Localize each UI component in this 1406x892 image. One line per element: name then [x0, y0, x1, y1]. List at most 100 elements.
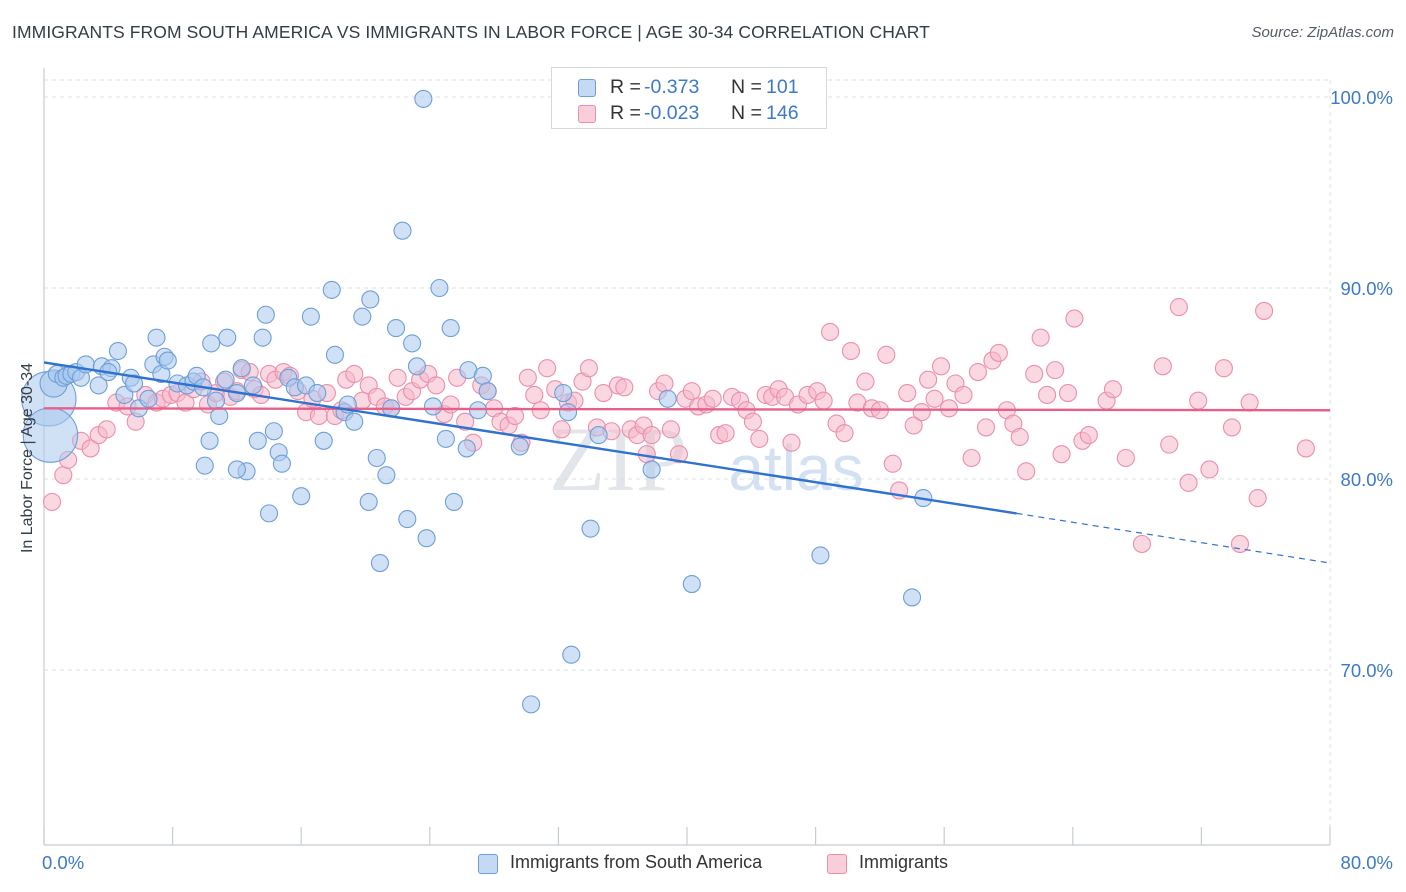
south-america-point: [248, 431, 267, 450]
immigrants-point: [1179, 473, 1198, 492]
watermark: ZIP atlas: [549, 408, 864, 510]
immigrants-point: [1222, 418, 1241, 437]
immigrants-point: [716, 424, 735, 443]
south-america-point: [581, 519, 600, 538]
immigrants-point: [456, 412, 475, 431]
immigrants-point: [1046, 361, 1065, 380]
immigrants-point: [1240, 393, 1259, 412]
immigrants-point: [856, 372, 875, 391]
immigrants-point: [81, 439, 100, 458]
south-america-point: [902, 588, 922, 607]
south-america-point: [218, 328, 237, 347]
south-america-point: [345, 412, 364, 431]
south-america-trend-line: [43, 361, 1017, 515]
immigrants-point: [1038, 385, 1057, 405]
series-legend-label: Immigrants: [859, 852, 949, 872]
immigrants-point: [642, 426, 661, 445]
south-america-point: [314, 431, 333, 450]
immigrants-point: [898, 383, 917, 403]
immigrants-point: [962, 448, 981, 468]
south-america-point: [430, 278, 449, 298]
immigrants-point: [782, 433, 801, 452]
legend-r-value: -0.023: [644, 102, 700, 124]
south-america-point: [139, 389, 158, 408]
immigrants-point: [309, 406, 328, 426]
south-america-point: [423, 397, 443, 416]
immigrants-point: [661, 420, 680, 439]
y-tick-label: 90.0%: [1341, 278, 1393, 299]
immigrants-point: [1010, 427, 1029, 447]
south-america-point: [642, 460, 661, 479]
immigrants-point: [1153, 357, 1172, 376]
immigrants-point: [814, 391, 833, 410]
legend-n-value: 101: [766, 76, 799, 98]
immigrants-point: [904, 416, 923, 435]
y-tick-label: 80.0%: [1341, 469, 1393, 490]
south-america-point: [256, 305, 275, 324]
south-america-point: [216, 370, 235, 389]
immigrants-point: [743, 412, 762, 431]
south-america-point: [202, 334, 221, 353]
south-america-point: [195, 456, 214, 475]
immigrants-point: [750, 429, 769, 448]
source-credit: Source: ZipAtlas.com: [1251, 24, 1394, 41]
south-america-point: [308, 383, 327, 403]
south-america-point: [206, 391, 226, 410]
south-america-point: [325, 345, 345, 364]
immigrants-point: [1255, 301, 1274, 320]
south-america-point: [301, 307, 320, 326]
immigrants-point: [594, 383, 613, 403]
south-america-point: [158, 351, 177, 370]
immigrants-point: [954, 385, 973, 405]
trend-lines: [43, 361, 1331, 564]
south-america-point: [444, 492, 463, 511]
immigrants-point: [1116, 448, 1135, 468]
series-legend: Immigrants from South America Immigrants: [0, 852, 1406, 878]
y-axis-label: In Labor Force | Age 30-34: [19, 362, 36, 554]
immigrants-point: [54, 466, 73, 485]
south-america-point: [361, 290, 380, 309]
south-america-point: [414, 89, 433, 108]
immigrants-point: [1200, 460, 1219, 479]
series-swatch-blue: [478, 854, 498, 874]
south-america-point: [200, 431, 219, 450]
south-america-point: [377, 466, 396, 485]
immigrants-point: [968, 362, 988, 382]
south-america-point: [272, 454, 291, 473]
immigrants-point: [579, 359, 598, 378]
immigrants-point: [1189, 391, 1208, 410]
immigrants-point: [1296, 439, 1315, 458]
series-legend-label: Immigrants from South America: [510, 852, 763, 872]
south-america-point: [253, 328, 272, 347]
immigrants-point: [931, 357, 951, 376]
south-america-point: [353, 307, 372, 326]
south-america-point: [398, 510, 417, 529]
south-america-point: [589, 426, 608, 445]
south-america-point: [403, 334, 422, 353]
y-tick-label: 100.0%: [1330, 87, 1393, 108]
legend-swatch-pink: [578, 105, 596, 123]
legend-r-value: -0.373: [644, 76, 700, 98]
south-america-point: [359, 492, 378, 511]
south-america-point: [89, 376, 108, 395]
south-america-point: [811, 546, 830, 565]
immigrants-point: [1017, 462, 1036, 481]
south-america-point: [370, 553, 390, 573]
immigrants-point: [976, 418, 996, 437]
immigrants-point: [989, 343, 1008, 362]
immigrants-point: [1065, 309, 1084, 328]
immigrants-point: [1132, 534, 1151, 553]
x-tick-label: 80.0%: [1341, 852, 1393, 873]
immigrants-point: [1169, 298, 1188, 317]
immigrants-point: [1058, 383, 1078, 403]
immigrants-point: [925, 389, 944, 408]
south-america-point: [243, 376, 263, 395]
immigrants-point: [682, 382, 701, 401]
south-america-point: [522, 695, 541, 714]
south-america-point: [562, 645, 581, 664]
south-america-trend-extension: [1016, 512, 1331, 564]
south-america-point: [322, 280, 341, 299]
correlation-legend: R = -0.373 N = 101 R = -0.023 N = 146: [551, 67, 827, 129]
south-america-point: [554, 383, 573, 403]
